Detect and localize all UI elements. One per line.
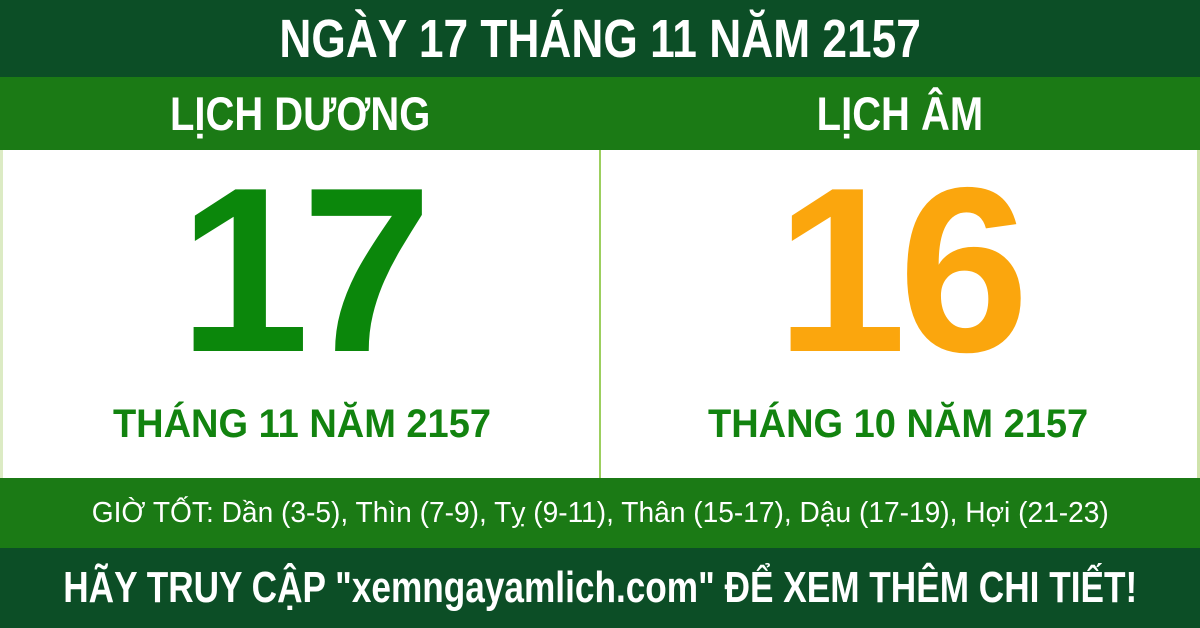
lunar-panel: 16 THÁNG 10 NĂM 2157 [600,150,1197,478]
good-hours-text: GIỜ TỐT: Dần (3-5), Thìn (7-9), Tỵ (9-11… [91,496,1109,529]
solar-month-year: THÁNG 11 NĂM 2157 [112,402,491,446]
solar-calendar-tab: LỊCH DƯƠNG [0,77,600,150]
lunar-calendar-tab-label: LỊCH ÂM [816,87,984,140]
lunar-day-number: 16 [775,138,1029,401]
panel-divider [599,150,601,478]
solar-panel: 17 THÁNG 11 NĂM 2157 [3,150,600,478]
calendar-tabs-bar: LỊCH DƯƠNG LỊCH ÂM [0,77,1200,150]
date-title: NGÀY 17 THÁNG 11 NĂM 2157 [279,8,921,69]
calendar-panels: 17 THÁNG 11 NĂM 2157 16 THÁNG 10 NĂM 215… [0,150,1200,478]
solar-day-number: 17 [178,138,432,401]
solar-calendar-tab-label: LỊCH DƯƠNG [169,87,431,140]
good-hours-bar: GIỜ TỐT: Dần (3-5), Thìn (7-9), Tỵ (9-11… [0,478,1200,548]
footer-cta: HÃY TRUY CẬP "xemngayamlich.com" ĐỂ XEM … [63,563,1137,612]
lunar-calendar-tab: LỊCH ÂM [600,77,1200,150]
lunar-month-year: THÁNG 10 NĂM 2157 [708,402,1089,446]
date-title-bar: NGÀY 17 THÁNG 11 NĂM 2157 [0,0,1200,77]
footer-cta-bar: HÃY TRUY CẬP "xemngayamlich.com" ĐỂ XEM … [0,548,1200,628]
